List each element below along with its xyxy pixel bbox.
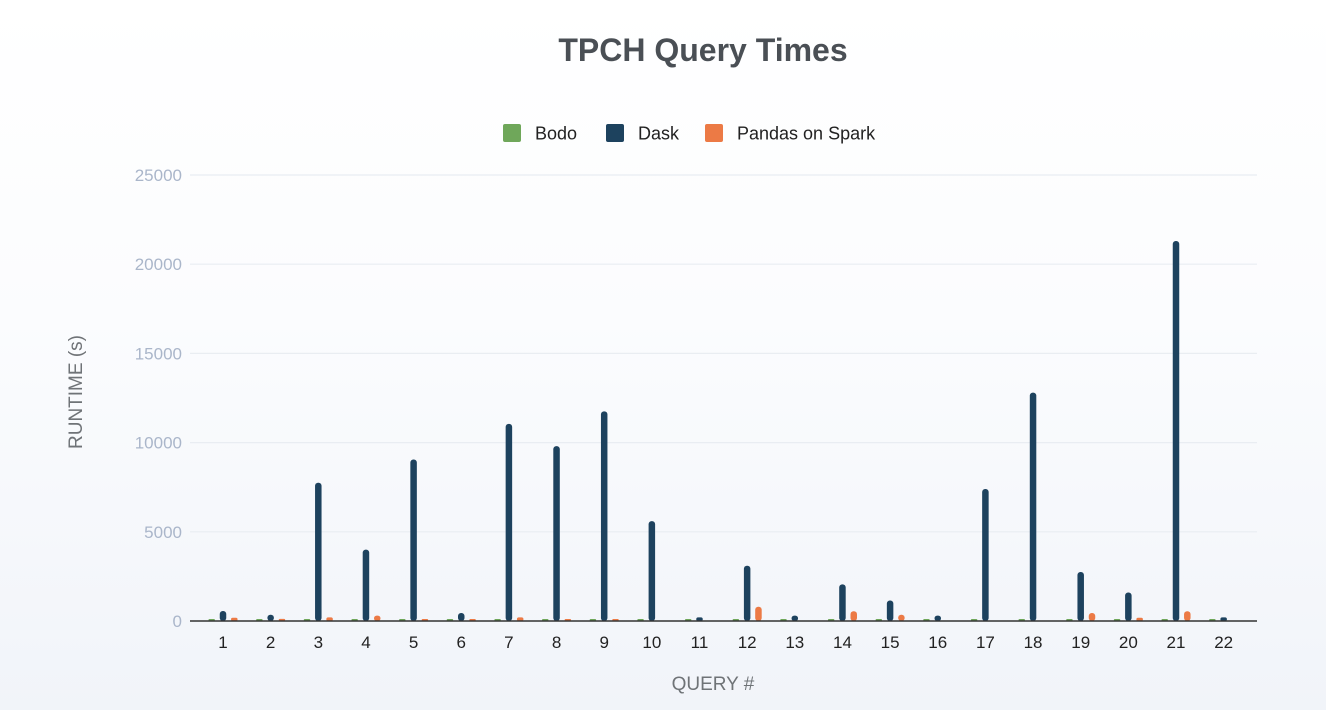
- bar-dask-query-1: [219, 611, 227, 621]
- bar-pandas-on-spark-query-3: [326, 617, 333, 621]
- bar-dask-query-15: [886, 600, 894, 621]
- x-tick-label: 21: [1167, 633, 1186, 652]
- x-tick-label: 16: [928, 633, 947, 652]
- x-tick-label: 1: [218, 633, 227, 652]
- y-tick-label: 5000: [144, 523, 182, 542]
- bar-dask-query-8: [553, 446, 560, 621]
- legend-swatch-3: [705, 124, 723, 142]
- bar-pandas-on-spark-query-1: [231, 617, 238, 621]
- bar-dask-query-11: [696, 617, 703, 621]
- x-tick-label: 12: [738, 633, 757, 652]
- legend-swatch-2: [606, 124, 624, 142]
- x-tick-label: 13: [785, 633, 804, 652]
- x-tick-label: 11: [691, 633, 709, 652]
- bar-dask-query-2: [267, 614, 274, 621]
- bar-dask-query-16: [934, 615, 941, 621]
- y-tick-label: 15000: [135, 344, 182, 363]
- x-tick-label: 10: [642, 633, 661, 652]
- y-tick-label: 25000: [135, 166, 182, 185]
- bar-pandas-on-spark-query-14: [850, 611, 857, 621]
- x-tick-label: 9: [599, 633, 608, 652]
- legend-label-3: Pandas on Spark: [737, 124, 876, 144]
- y-tick-label: 10000: [135, 434, 182, 453]
- bar-dask-query-4: [362, 549, 370, 621]
- x-tick-label: 4: [361, 633, 370, 652]
- x-tick-label: 3: [314, 633, 323, 652]
- bar-dask-query-7: [505, 423, 513, 621]
- bar-dask-query-13: [791, 615, 799, 621]
- legend-label-2: Dask: [638, 124, 680, 144]
- bar-dask-query-18: [1029, 392, 1037, 621]
- legend-swatch-1: [503, 124, 521, 142]
- y-tick-label: 0: [173, 612, 182, 631]
- bar-dask-query-19: [1077, 571, 1084, 621]
- x-tick-label: 6: [457, 633, 466, 652]
- x-tick-label: 18: [1024, 633, 1043, 652]
- bar-dask-query-21: [1172, 241, 1180, 621]
- x-tick-label: 20: [1119, 633, 1138, 652]
- x-tick-label: 22: [1214, 633, 1233, 652]
- bar-dask-query-6: [458, 612, 465, 621]
- y-tick-label: 20000: [135, 255, 182, 274]
- bar-dask-query-22: [1220, 617, 1227, 621]
- bar-dask-query-10: [648, 521, 656, 621]
- bar-dask-query-14: [839, 584, 846, 621]
- bar-dask-query-12: [743, 565, 751, 621]
- bar-pandas-on-spark-query-7: [516, 617, 524, 621]
- bar-dask-query-20: [1125, 592, 1132, 621]
- bar-pandas-on-spark-query-4: [374, 615, 381, 621]
- legend-label-1: Bodo: [535, 124, 577, 144]
- x-tick-label: 17: [976, 633, 995, 652]
- bar-dask-query-9: [600, 411, 608, 621]
- bar-pandas-on-spark-query-19: [1088, 612, 1096, 621]
- x-tick-label: 5: [409, 633, 418, 652]
- x-tick-label: 14: [833, 633, 852, 652]
- bar-pandas-on-spark-query-12: [755, 606, 762, 621]
- bar-pandas-on-spark-query-20: [1136, 617, 1143, 621]
- x-tick-label: 2: [266, 633, 275, 652]
- x-tick-label: 7: [504, 633, 513, 652]
- bar-dask-query-5: [410, 459, 417, 621]
- x-tick-label: 15: [881, 633, 900, 652]
- bar-pandas-on-spark-query-21: [1184, 611, 1191, 621]
- bar-dask-query-3: [315, 482, 322, 621]
- x-tick-label: 19: [1071, 633, 1090, 652]
- y-axis-title: RUNTIME (s): [66, 335, 87, 449]
- chart-title: TPCH Query Times: [558, 32, 847, 68]
- bar-dask-query-17: [982, 488, 989, 621]
- bar-pandas-on-spark-query-15: [898, 614, 905, 621]
- x-axis-title: QUERY #: [672, 674, 755, 695]
- x-tick-label: 8: [552, 633, 561, 652]
